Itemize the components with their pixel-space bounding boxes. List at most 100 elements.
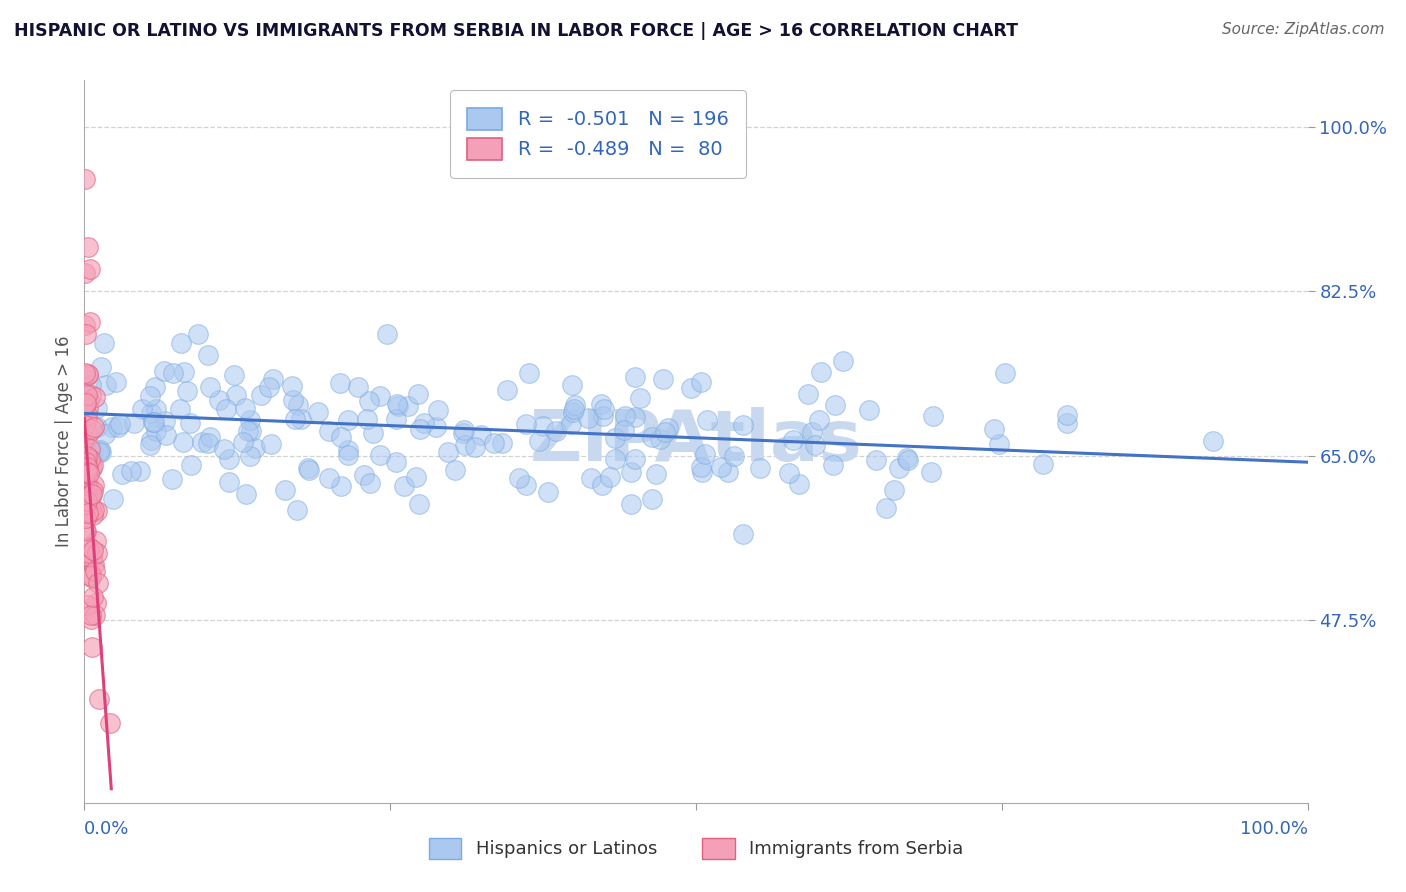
Point [79,442,101,457]
Point [392,479,415,493]
Point [564,398,586,412]
Point [318,470,340,484]
Text: ZIPAtlas: ZIPAtlas [530,407,862,476]
Point [86,419,108,434]
Point [73,434,96,448]
Point [208,392,231,407]
Point [412,417,434,431]
Point [353,467,375,482]
Point [330,430,353,444]
Point [152,364,174,378]
Point [243,441,266,455]
Point [94,426,117,441]
Point [250,388,273,402]
Point [76,388,98,402]
Point [180,458,202,472]
Point [710,460,733,475]
Point [77,445,100,459]
Point [620,497,643,511]
Point [800,425,823,439]
Point [162,366,184,380]
Point [172,435,194,450]
Point [79,315,101,329]
Point [75,511,97,525]
Point [281,379,304,393]
Point [200,430,222,444]
Point [139,405,162,419]
Point [83,558,105,572]
Point [86,546,108,560]
Point [82,458,104,472]
Point [560,417,582,431]
Point [76,549,98,563]
Point [987,437,1010,451]
Point [593,401,616,416]
Y-axis label: In Labor Force | Age > 16: In Labor Force | Age > 16 [55,335,73,548]
Point [515,417,537,431]
Point [153,414,176,428]
Point [76,401,98,415]
Point [79,392,101,406]
Point [218,451,240,466]
Point [79,261,101,276]
Point [89,445,111,459]
Point [77,466,100,480]
Point [257,380,280,394]
Point [84,390,107,404]
Point [170,336,193,351]
Point [240,424,263,438]
Point [887,461,910,475]
Text: 0.0%: 0.0% [84,820,129,838]
Point [82,483,104,498]
Point [77,506,100,520]
Point [592,409,614,424]
Point [831,354,853,368]
Point [561,377,583,392]
Point [73,475,96,490]
Point [239,449,262,463]
Point [215,401,238,416]
Point [427,402,450,417]
Point [76,494,98,508]
Point [77,240,100,254]
Point [896,452,918,467]
Point [624,409,647,424]
Point [80,422,103,436]
Point [131,402,153,417]
Point [408,497,430,511]
Point [218,475,240,489]
Point [75,524,97,538]
Point [1201,434,1223,448]
Point [652,372,675,386]
Point [80,388,103,402]
Point [396,399,419,413]
Point [624,451,647,466]
Point [76,454,98,468]
Point [79,612,101,626]
Point [120,464,142,478]
Point [128,464,150,478]
Point [527,434,550,448]
Point [690,465,713,479]
Point [143,380,166,394]
Point [73,523,96,537]
Point [821,458,844,472]
Point [84,596,107,610]
Point [75,463,97,477]
Point [454,438,477,452]
Point [731,417,754,432]
Point [160,472,183,486]
Point [260,437,283,451]
Point [731,527,754,541]
Point [307,404,329,418]
Point [482,435,505,450]
Point [444,463,467,477]
Point [77,546,100,560]
Point [361,425,384,440]
Point [613,423,636,437]
Point [517,367,540,381]
Point [605,452,627,467]
Point [690,375,713,389]
Point [531,419,554,434]
Point [107,420,129,434]
